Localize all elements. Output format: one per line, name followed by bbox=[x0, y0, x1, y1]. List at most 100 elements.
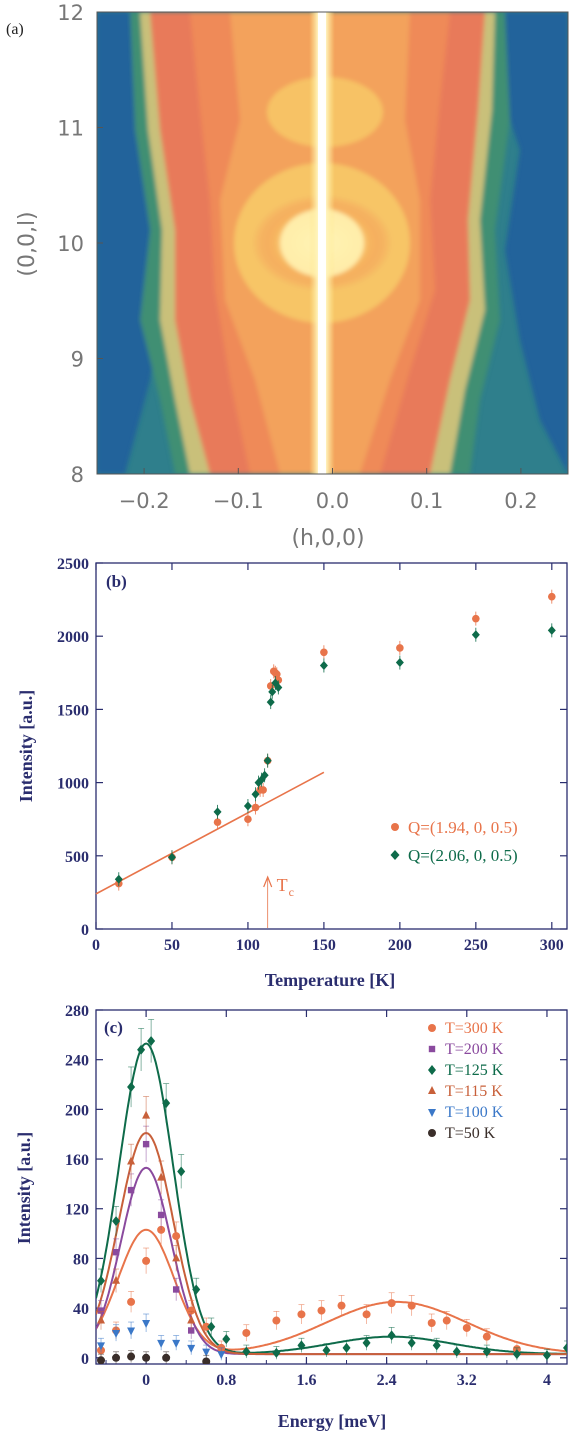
panel-b-ytick-label: 1000 bbox=[57, 776, 89, 793]
panel-b-point-q206 bbox=[471, 630, 480, 640]
legend-marker-50k bbox=[428, 1129, 436, 1137]
panel-a-xtick-label: 0.2 bbox=[504, 489, 537, 513]
panel-c-point-200k bbox=[127, 1186, 135, 1194]
panel-c-point-125k bbox=[322, 1345, 331, 1356]
panel-b-point-q206 bbox=[263, 756, 272, 766]
panel-c-xtick-label: 1.6 bbox=[296, 1372, 316, 1389]
panel-c-point-50k bbox=[162, 1353, 171, 1362]
panel-c-point-125k bbox=[482, 1346, 491, 1357]
panel-c-ytick-label: 0 bbox=[81, 1351, 89, 1368]
legend-marker-q206 bbox=[390, 850, 400, 860]
panel-b-point-q206 bbox=[114, 874, 123, 884]
legend-label: T=125 K bbox=[445, 1062, 504, 1079]
panel-b-ytick-label: 500 bbox=[65, 849, 89, 866]
panel-b-point-q194 bbox=[320, 648, 328, 657]
legend-label: T=300 K bbox=[445, 1020, 504, 1037]
panel-b-point-q194 bbox=[396, 644, 404, 652]
legend-label: T=100 K bbox=[445, 1104, 504, 1121]
panel-c-point-125k bbox=[222, 1334, 231, 1345]
panel-b-point-q206 bbox=[243, 801, 252, 811]
panel-c-point-300k bbox=[272, 1316, 281, 1325]
panel-c-point-300k bbox=[337, 1301, 346, 1310]
panel-c-point-200k bbox=[157, 1211, 165, 1219]
panel-c-point-125k bbox=[387, 1330, 396, 1341]
legend-marker-200k bbox=[428, 1045, 436, 1053]
panel-c-point-100k bbox=[217, 1351, 226, 1360]
panel-c-point-125k bbox=[297, 1340, 306, 1351]
panel-c-point-300k bbox=[427, 1319, 436, 1328]
panel-a-ytick-label: 12 bbox=[57, 1, 84, 25]
panel-a-xlabel: (h,0,0) bbox=[291, 526, 364, 551]
panel-c-point-300k bbox=[462, 1323, 471, 1332]
legend-marker-q194 bbox=[391, 823, 399, 831]
panel-c-point-300k bbox=[127, 1297, 136, 1306]
panel-c-point-300k bbox=[242, 1328, 251, 1337]
panel-b-xtick-label: 250 bbox=[464, 937, 488, 954]
panel-b-xtick-label: 0 bbox=[92, 937, 100, 954]
panel-c-point-115k bbox=[97, 1315, 106, 1324]
panel-c-point-125k bbox=[563, 1342, 567, 1353]
panel-c-fit-curve bbox=[96, 1228, 567, 1353]
panel-c-point-300k bbox=[142, 1256, 151, 1265]
panel-c-point-125k bbox=[192, 1284, 201, 1295]
panel-c-point-50k bbox=[127, 1352, 136, 1361]
panel-c-point-300k bbox=[362, 1310, 371, 1319]
panel-a-xtick-label: 0.0 bbox=[316, 489, 349, 513]
panel-b-frame bbox=[95, 562, 568, 930]
panel-c-point-125k bbox=[127, 1082, 136, 1093]
panel-c-point-300k bbox=[317, 1306, 326, 1315]
tc-arrow bbox=[263, 875, 273, 888]
panel-c-point-200k bbox=[188, 1327, 195, 1334]
panel-c-point-100k bbox=[142, 1320, 151, 1329]
panel-c-point-125k bbox=[207, 1321, 216, 1332]
panel-c-point-125k bbox=[542, 1350, 551, 1361]
panel-a-ylabel: (0,0,l) bbox=[15, 211, 40, 276]
panel-a-ytick-label: 11 bbox=[57, 117, 84, 141]
panel-c-point-125k bbox=[432, 1340, 441, 1351]
panel-c-point-200k bbox=[172, 1286, 180, 1293]
panel-b-point-q194 bbox=[472, 614, 480, 623]
panel-a-xtick-label: −0.2 bbox=[119, 489, 170, 513]
panel-b-fit-line bbox=[95, 771, 325, 895]
panel-b: (b) Temperature [K] Intensity [a.u.] 0 50… bbox=[16, 556, 568, 990]
panel-c-point-50k bbox=[97, 1356, 106, 1364]
panel-a-ytick-label: 9 bbox=[71, 348, 84, 372]
panel-c-ytick-label: 240 bbox=[65, 1053, 89, 1070]
panel-c-point-300k bbox=[172, 1232, 181, 1241]
legend-marker-125k bbox=[428, 1065, 436, 1075]
panel-c-ytick-label: 40 bbox=[73, 1301, 89, 1318]
panel-b-point-q206 bbox=[251, 789, 260, 799]
panel-a-ytick-label: 10 bbox=[57, 232, 84, 256]
panel-b-ytick-label: 2000 bbox=[57, 629, 89, 646]
panel-b-point-q194 bbox=[251, 803, 260, 812]
panel-a-ytick-label: 8 bbox=[71, 463, 84, 487]
panel-c-point-300k bbox=[187, 1306, 196, 1315]
panel-c: (c) Energy [meV] Intensity [a.u.] 0 0.8 1.… bbox=[14, 1003, 568, 1431]
panel-c-point-300k bbox=[202, 1322, 211, 1331]
panel-c-point-125k bbox=[112, 1216, 121, 1227]
panel-b-point-q206 bbox=[213, 807, 222, 817]
legend-label: T=50 K bbox=[445, 1125, 496, 1142]
panel-c-ytick-label: 280 bbox=[65, 1003, 89, 1020]
panel-c-point-100k bbox=[97, 1342, 106, 1351]
panel-a-xtick-label: −0.1 bbox=[213, 489, 264, 513]
panel-c-xtick-label: 3.2 bbox=[457, 1372, 477, 1389]
panel-c-point-100k bbox=[202, 1348, 211, 1357]
panel-b-xtick-label: 50 bbox=[164, 937, 180, 954]
panel-c-point-300k bbox=[482, 1332, 491, 1341]
panel-c-ytick-label: 120 bbox=[65, 1202, 89, 1219]
panel-c-point-200k bbox=[112, 1249, 120, 1256]
panel-c-point-100k bbox=[127, 1327, 136, 1336]
panel-c-label: (c) bbox=[104, 1018, 123, 1037]
panel-c-point-115k bbox=[142, 1110, 151, 1119]
panel-b-xtick-label: 150 bbox=[312, 937, 336, 954]
panel-b-point-q194 bbox=[244, 815, 252, 823]
panel-c-ytick-label: 200 bbox=[65, 1102, 89, 1119]
panel-c-point-200k bbox=[97, 1307, 105, 1314]
panel-b-ylabel: Intensity [a.u.] bbox=[16, 690, 36, 803]
panel-c-ylabel: Intensity [a.u.] bbox=[14, 1132, 34, 1245]
heatmap-image bbox=[97, 12, 568, 474]
panel-b-point-q206 bbox=[260, 770, 269, 780]
